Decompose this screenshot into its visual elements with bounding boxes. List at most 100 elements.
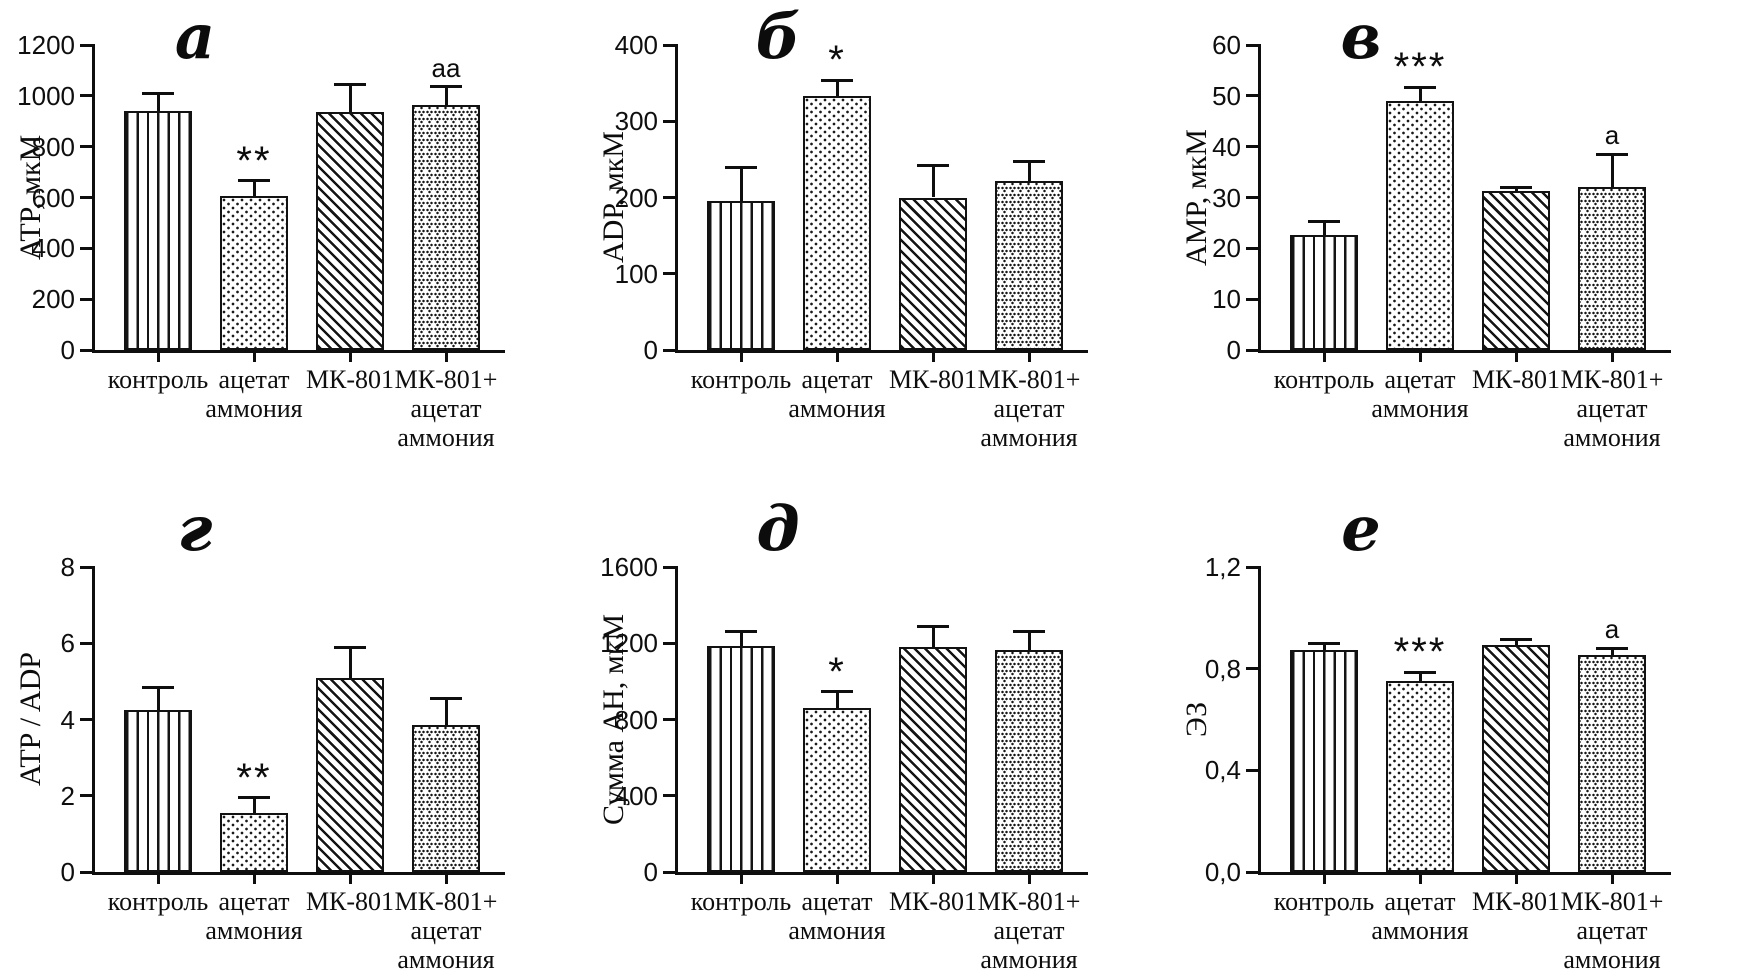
x-category-line: контроль [690,365,792,394]
x-category-line: ацетат [801,887,873,916]
x-category-line: ацетат [218,365,290,394]
x-tick-mark [1027,353,1031,362]
error-bar-stem [1027,631,1031,650]
x-category-line: ацетат [218,887,290,916]
y-tick-mark [80,297,92,301]
error-bar-stem [1418,672,1422,682]
bar-1-а [124,111,192,350]
significance-label: ** [236,755,272,800]
y-axis-line [92,566,95,872]
significance-label: а [1604,614,1620,645]
y-tick-mark [80,870,92,874]
y-tick-mark [80,196,92,199]
panel-letter: а [174,0,216,73]
y-tick-label: 0 [643,335,658,365]
x-category-label: контроль [661,887,821,916]
y-tick-mark [80,641,92,645]
y-tick-mark [1246,43,1258,47]
x-category-line: ацетат [1576,916,1648,945]
error-bar-stem [348,84,352,113]
x-category-line: аммония [788,916,886,945]
bar-3-в [1482,191,1550,350]
error-bar-cap [725,165,757,169]
bar-3-б [899,197,967,350]
error-bar-stem [1027,161,1031,181]
y-tick-label: 8 [60,552,75,582]
chart-panel-а: а ATP, мкМ 0 200 400 600 800 1000 1200 контроль **… [0,0,583,480]
panel-letter: д [756,492,800,565]
x-tick-mark [1418,875,1422,884]
y-tick-label: 0,4 [1204,755,1241,786]
y-tick-label: 4 [60,704,75,735]
error-bar-stem [252,180,256,197]
y-tick-mark [1246,297,1258,301]
significance-label: * [828,38,846,83]
error-bar-cap [821,690,853,694]
bar-1-б [707,200,775,350]
bar-4-б [995,180,1063,350]
y-tick-label: 40 [1212,131,1241,162]
x-tick-mark [1322,875,1326,884]
x-category-label: МК-801 [853,365,1013,394]
y-tick-label: 200 [31,284,75,315]
x-axis-line [675,350,1088,353]
y-tick-label: 0 [60,857,75,887]
x-axis-line [92,872,505,875]
x-category-line: МК-801+ [1560,887,1664,916]
x-category-line: МК-801 [888,365,978,394]
bar-3-а [316,112,384,350]
error-bar-stem [739,631,743,647]
y-axis-line [1258,44,1261,350]
x-category-label: МК-801+ ацетат аммония [949,365,1109,452]
x-tick-mark [739,875,743,884]
chart-panel-в: в AMP, мкМ 0 10 20 30 40 50 60 контроль *** ацетат а… [1166,0,1749,480]
x-tick-mark [1322,353,1326,362]
y-tick-label: 6 [60,628,75,659]
x-category-label: ацетат аммония [757,887,917,945]
error-bar-cap [1404,85,1436,89]
y-tick-label: 50 [1212,80,1241,111]
y-tick-label: 1200 [600,628,658,659]
error-bar-stem [1514,187,1518,192]
y-tick-mark [1246,565,1258,569]
x-tick-mark [739,353,743,362]
x-category-label: контроль [1244,887,1404,916]
error-bar-cap [430,85,462,89]
error-bar-cap [142,685,174,689]
error-bar-cap [917,163,949,167]
x-category-line: контроль [690,887,792,916]
y-tick-mark [663,272,675,276]
y-tick-mark [1246,870,1258,874]
y-tick-label: 0,8 [1204,653,1241,684]
error-bar-stem [931,165,935,198]
x-tick-mark [1610,875,1614,884]
x-category-line: ацетат [993,394,1065,423]
panel-letter: е [1341,492,1381,565]
error-bar-stem [1322,643,1326,650]
x-category-line: аммония [397,423,495,452]
y-tick-mark [80,94,92,98]
error-bar-stem [739,167,743,201]
error-bar-cap [1596,646,1628,650]
y-tick-mark [80,246,92,250]
x-category-line: МК-801 [1471,365,1561,394]
x-category-line: МК-801+ [394,365,498,394]
y-tick-mark [80,718,92,721]
x-category-line: МК-801+ [977,365,1081,394]
y-tick-mark [1246,667,1258,671]
bar-1-д [707,646,775,872]
significance-label: ** [236,138,272,183]
y-tick-label: 0 [1226,335,1241,365]
x-category-line: МК-801 [305,365,395,394]
chart-panel-е: е ЭЗ 0,0 0,4 0,8 1,2 контроль *** ацетат аммония М… [1166,480,1749,974]
y-tick-mark [1246,246,1258,250]
error-bar-stem [348,647,352,678]
error-bar-cap [1404,670,1436,674]
significance-label: аа [431,52,461,83]
error-bar-stem [444,86,448,105]
y-tick-label: 800 [31,131,75,162]
x-category-line: контроль [1273,365,1375,394]
bar-2-г [220,812,288,872]
y-tick-label: 1,2 [1204,552,1241,582]
bar-1-г [124,709,192,872]
